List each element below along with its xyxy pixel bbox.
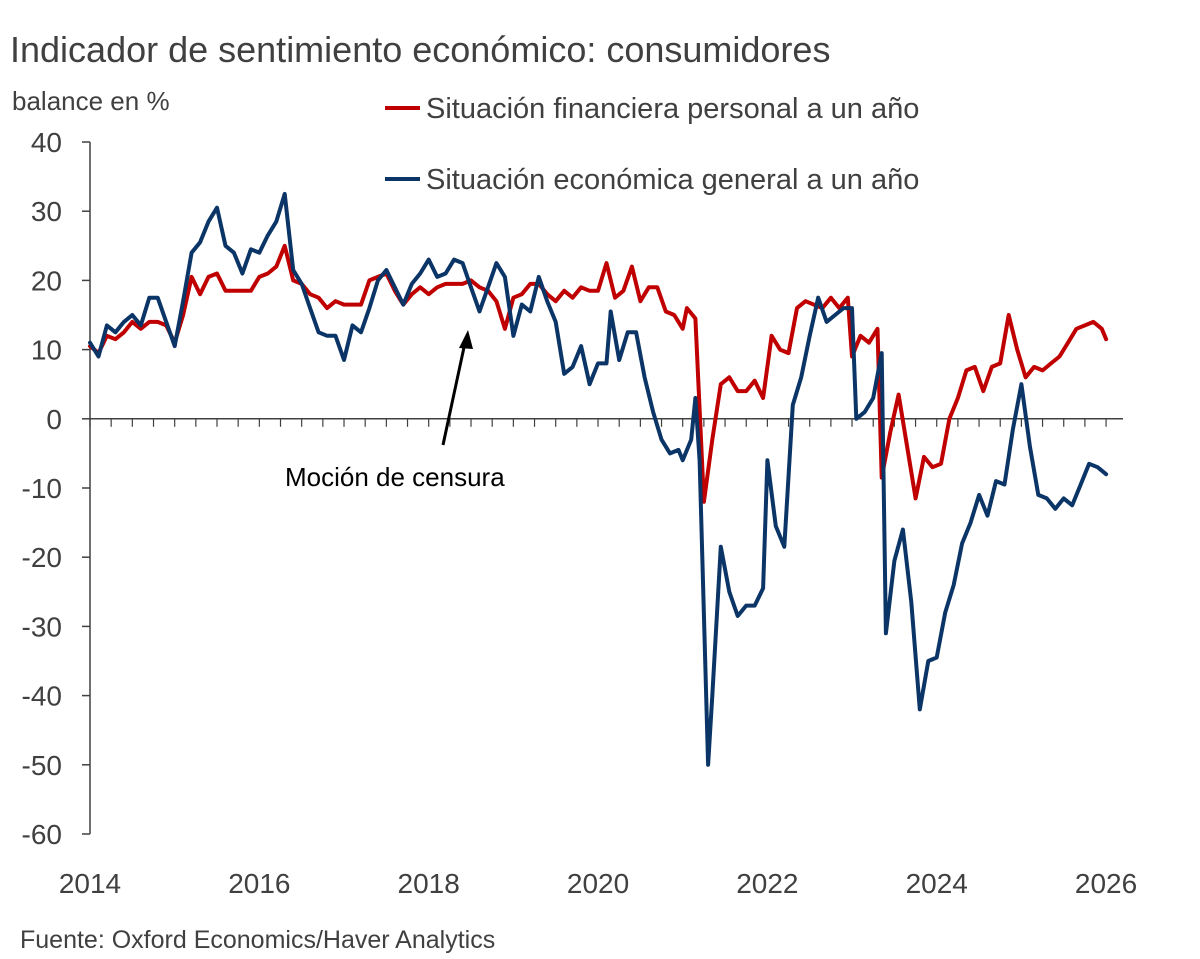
x-tick-label: 2014 [59,868,121,899]
y-tick-label: -10 [22,473,62,504]
legend: Situación financiera personal a un año S… [385,93,919,196]
series-line-financial [88,243,1109,504]
y-tick-label: -50 [22,750,62,781]
legend-label-economic: Situación económica general a un año [426,164,919,196]
y-tick-label: 20 [31,265,62,296]
y-tick-label: 40 [31,127,62,158]
x-tick-label: 2026 [1075,868,1137,899]
annotation-arrowhead [459,330,473,349]
x-tick-label: 2022 [736,868,798,899]
series-line-economic [88,191,1109,767]
y-tick-label: 0 [46,404,62,435]
y-tick-label: -20 [22,542,62,573]
y-tick-label: 30 [31,196,62,227]
x-tick-label: 2016 [228,868,290,899]
x-axis: 2014 2016 2018 2020 2022 2024 2026 [59,418,1137,899]
source-note: Fuente: Oxford Economics/Haver Analytics [20,926,495,954]
annotation-arrow [441,337,468,446]
y-tick-label: -60 [22,819,62,850]
legend-label-financial: Situación financiera personal a un año [426,93,919,125]
y-axis: 40 30 20 10 0 -10 -20 -30 -40 -50 -60 [22,127,91,850]
y-tick-label: -40 [22,681,62,712]
annotation-text: Moción de censura [285,462,505,492]
x-tick-label: 2020 [567,868,629,899]
x-tick-label: 2018 [398,868,460,899]
chart-title: Indicador de sentimiento económico: cons… [10,29,830,70]
annotation: Moción de censura [285,330,505,492]
y-tick-label: -30 [22,611,62,642]
series-layer [88,191,1109,767]
x-tick-label: 2024 [906,868,968,899]
y-axis-label: balance en % [12,86,170,116]
y-tick-label: 10 [31,335,62,366]
